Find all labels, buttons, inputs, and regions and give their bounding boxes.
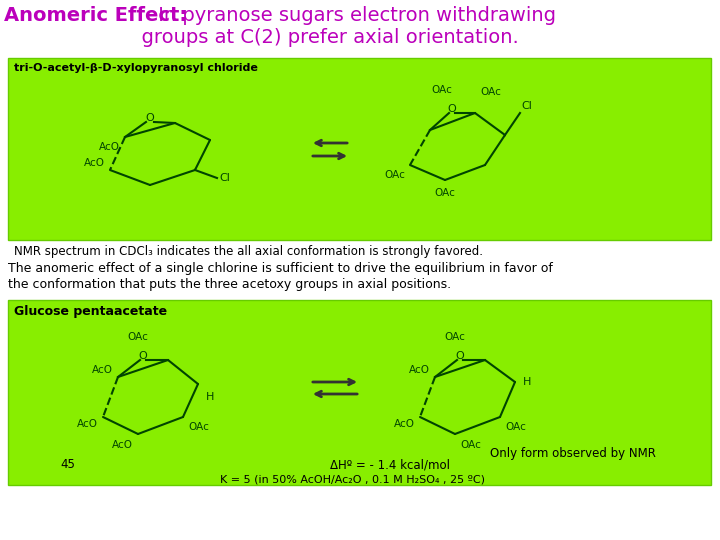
Text: In pyranose sugars electron withdrawing: In pyranose sugars electron withdrawing — [152, 6, 556, 25]
Text: The anomeric effect of a single chlorine is sufficient to drive the equilibrium : The anomeric effect of a single chlorine… — [8, 262, 553, 275]
Text: AcO: AcO — [112, 440, 133, 450]
Text: OAc: OAc — [431, 85, 452, 95]
Text: OAc: OAc — [384, 170, 405, 180]
Bar — [8, 58, 711, 240]
Text: OAc: OAc — [444, 332, 465, 342]
Text: ΔHº = - 1.4 kcal/mol: ΔHº = - 1.4 kcal/mol — [330, 458, 450, 471]
Text: OAc: OAc — [188, 422, 209, 432]
Text: O: O — [139, 351, 148, 361]
Text: AcO: AcO — [394, 419, 415, 429]
Text: Cl: Cl — [219, 173, 230, 183]
Text: Anomeric Effect:: Anomeric Effect: — [4, 6, 187, 25]
Text: O: O — [456, 351, 464, 361]
Text: groups at C(2) prefer axial orientation.: groups at C(2) prefer axial orientation. — [4, 28, 518, 47]
Bar — [8, 300, 711, 485]
Text: AcO: AcO — [99, 142, 120, 152]
Text: OAc: OAc — [435, 188, 456, 198]
Text: OAc: OAc — [505, 422, 526, 432]
Text: O: O — [145, 113, 154, 123]
Text: the conformation that puts the three acetoxy groups in axial positions.: the conformation that puts the three ace… — [8, 278, 451, 291]
Text: K = 5 (in 50% AcOH/Ac₂O , 0.1 M H₂SO₄ , 25 ºC): K = 5 (in 50% AcOH/Ac₂O , 0.1 M H₂SO₄ , … — [220, 474, 485, 484]
Text: tri-O-acetyl-β-D-xylopyranosyl chloride: tri-O-acetyl-β-D-xylopyranosyl chloride — [14, 63, 258, 73]
Text: NMR spectrum in CDCl₃ indicates the all axial conformation is strongly favored.: NMR spectrum in CDCl₃ indicates the all … — [14, 245, 483, 258]
Text: 45: 45 — [60, 458, 75, 471]
Text: OAc: OAc — [480, 87, 501, 97]
Text: AcO: AcO — [84, 158, 105, 168]
Text: H: H — [523, 377, 531, 387]
Text: OAc: OAc — [460, 440, 481, 450]
Text: O: O — [448, 104, 456, 114]
Text: Only form observed by NMR: Only form observed by NMR — [490, 447, 656, 460]
Text: Glucose pentaacetate: Glucose pentaacetate — [14, 305, 167, 318]
Text: H: H — [206, 392, 215, 402]
Text: Cl: Cl — [521, 101, 532, 111]
Text: AcO: AcO — [77, 419, 98, 429]
Text: OAc: OAc — [127, 332, 148, 342]
Text: AcO: AcO — [409, 365, 430, 375]
Text: AcO: AcO — [92, 365, 113, 375]
